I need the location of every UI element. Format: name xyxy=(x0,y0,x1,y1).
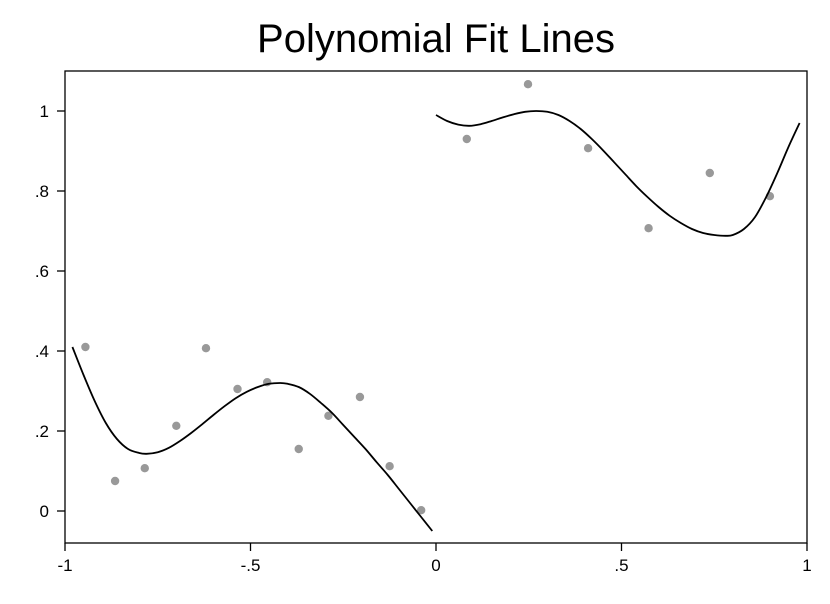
x-tick-label: -.5 xyxy=(241,556,261,575)
scatter-point xyxy=(416,506,426,515)
scatter-point xyxy=(110,476,120,486)
scatter-point xyxy=(523,80,533,89)
scatter-point xyxy=(583,144,593,153)
plot-frame xyxy=(64,70,808,544)
scatter-point xyxy=(644,224,653,233)
y-tick-label: .2 xyxy=(35,422,49,441)
chart-title: Polynomial Fit Lines xyxy=(257,17,615,61)
y-axis: 0 .2 .4 .6 .8 1 xyxy=(35,102,65,521)
y-tick-label: 1 xyxy=(40,102,49,121)
y-tick-label: 0 xyxy=(40,502,49,521)
scatter-point xyxy=(705,168,714,178)
fit-line xyxy=(71,346,433,532)
scatter-point xyxy=(385,462,394,471)
scatter-point xyxy=(81,342,90,352)
scatter-point xyxy=(462,134,471,144)
x-axis: -1 -.5 0 .5 1 xyxy=(57,543,812,575)
y-tick-label: .4 xyxy=(35,342,49,361)
y-tick-label: .8 xyxy=(35,182,49,201)
y-tick-label: .6 xyxy=(35,262,49,281)
x-tick-label: .5 xyxy=(614,556,628,575)
x-tick-label: -1 xyxy=(57,556,72,575)
x-tick-label: 1 xyxy=(802,556,811,575)
scatter-points xyxy=(81,80,775,515)
scatter-point xyxy=(294,444,303,454)
scatter-point xyxy=(233,384,242,394)
scatter-point xyxy=(355,392,365,402)
scatter-point xyxy=(324,411,333,420)
scatter-point xyxy=(201,344,211,353)
scatter-point xyxy=(140,464,149,473)
scatter-point xyxy=(172,421,181,430)
x-tick-label: 0 xyxy=(431,556,440,575)
fit-line xyxy=(435,110,801,237)
fit-lines xyxy=(71,110,801,532)
